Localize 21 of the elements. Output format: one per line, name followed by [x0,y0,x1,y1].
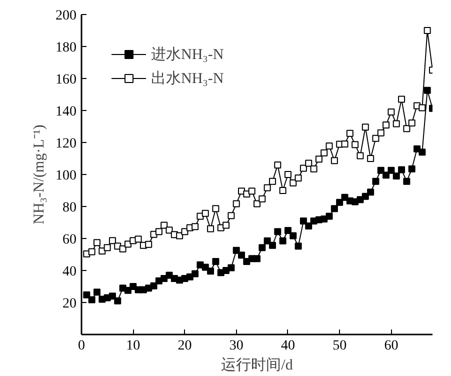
y-tick-label: 140 [56,104,76,120]
legend-label: 进水NH₃-N [151,46,224,64]
y-tick-label: 20 [62,296,76,312]
x-tick-label: 10 [126,338,140,354]
y-tick-label: 80 [62,200,76,216]
x-tick-label: 60 [384,338,398,354]
y-tick-label: 200 [56,8,76,24]
x-tick-label: 50 [332,338,347,354]
y-axis-title: NH₃-N/(mg·L⁻¹) [32,124,48,224]
legend-label: 出水NH₃-N [151,70,224,88]
x-tick-label: 40 [280,338,295,354]
x-tick-label: 20 [178,338,192,354]
y-tick-label: 120 [56,136,76,152]
y-tick-label: 60 [62,232,76,248]
x-tick-label: 0 [78,338,85,354]
y-tick-label: 160 [56,72,76,88]
x-axis-title: 运行时间/d [221,356,294,374]
y-tick-label: 100 [56,168,76,184]
x-tick-label: 30 [229,338,244,354]
y-tick-label: 180 [56,40,76,56]
y-tick-label: 40 [62,264,76,280]
